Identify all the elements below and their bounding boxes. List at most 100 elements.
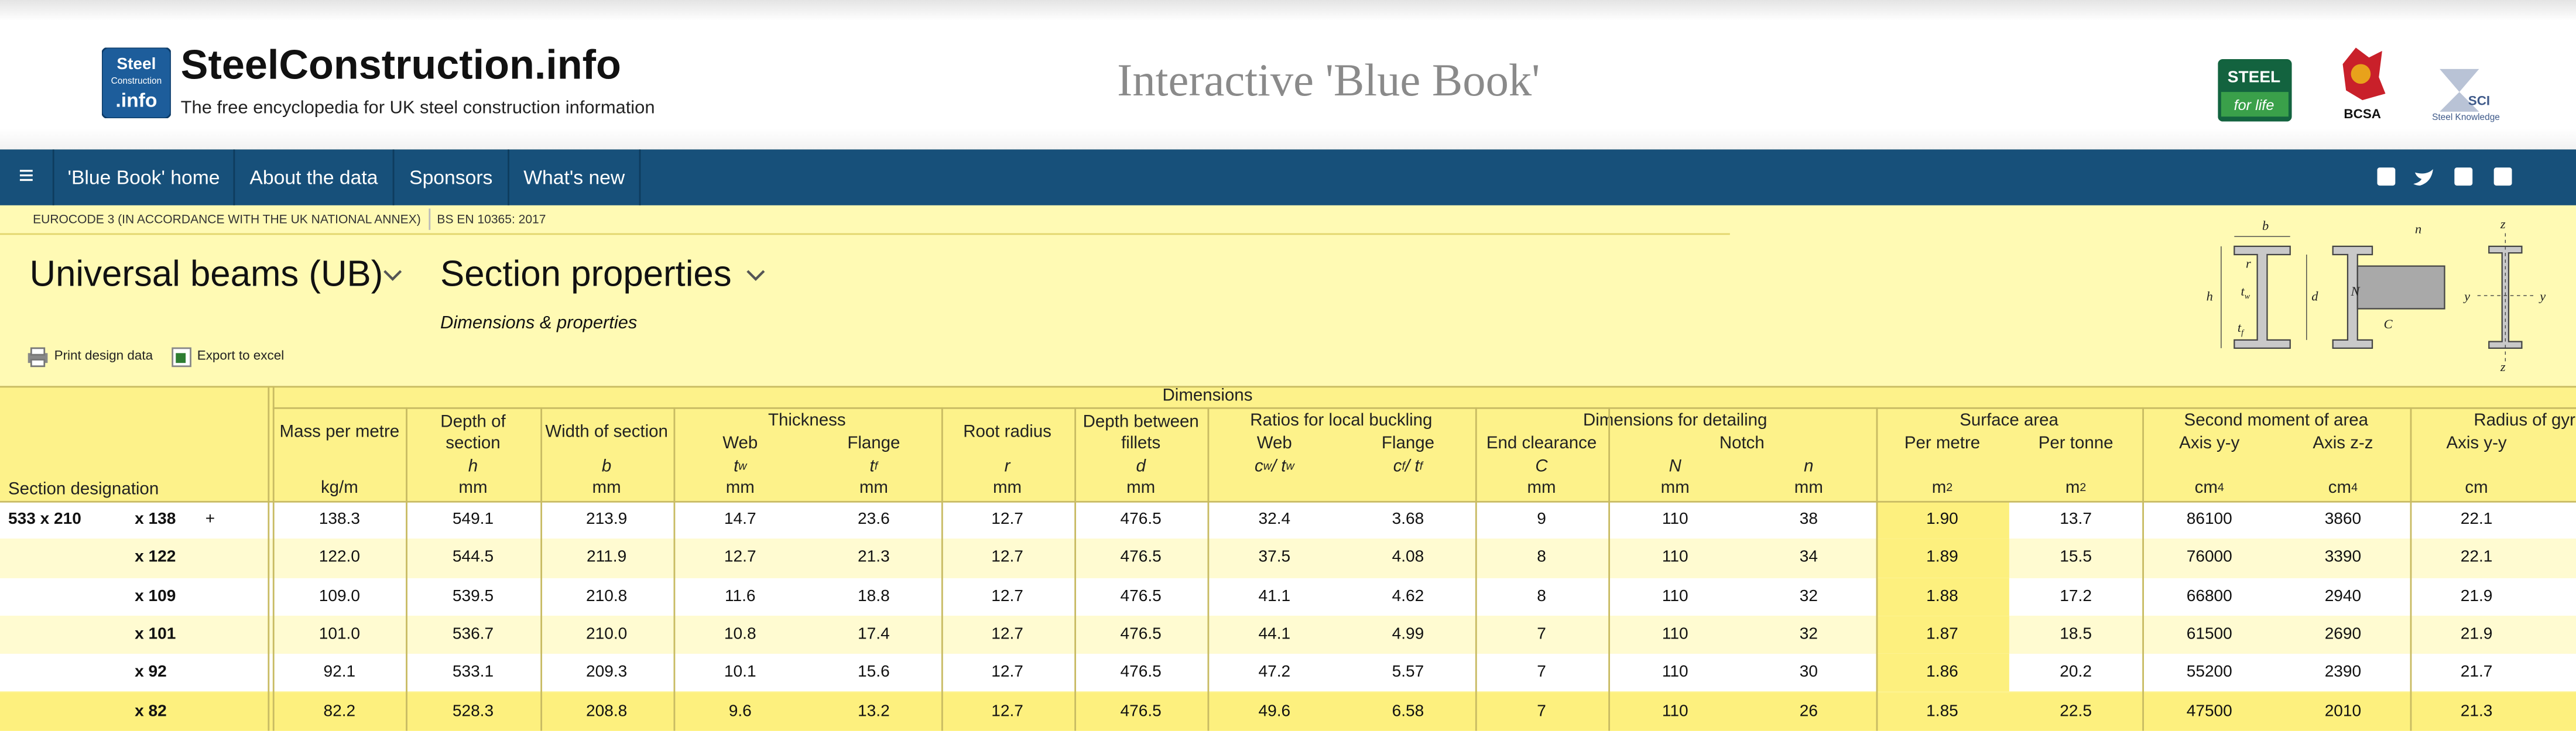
cell: 110 — [1662, 510, 1688, 529]
header-text: 2 — [1946, 482, 1953, 495]
column-symbol: n — [1742, 457, 1875, 478]
serial-size: 533 x 210 — [8, 510, 81, 529]
nav-bar: ≡ 'Blue Book' home About the data Sponso… — [0, 149, 2576, 205]
diagram-label: t — [2241, 284, 2245, 298]
cell: 9 — [1537, 510, 1546, 529]
cell: 37.5 — [1258, 549, 1291, 567]
header-text: mm — [859, 478, 888, 498]
cell: 1.89 — [1875, 539, 2009, 578]
group-header: Thickness — [768, 410, 846, 431]
rule — [2410, 407, 2411, 731]
cell: 17.2 — [2060, 587, 2092, 606]
header-text: h — [468, 457, 478, 476]
cell: 18.5 — [2060, 625, 2092, 644]
cell: 12.7 — [991, 664, 1023, 682]
diagram-label: b — [2262, 218, 2269, 233]
column-symbol: r — [941, 457, 1074, 478]
diagram-label: h — [2207, 289, 2213, 304]
cell: 22.5 — [2060, 702, 2092, 720]
youtube-icon[interactable] — [2493, 167, 2512, 186]
cell: 10.8 — [724, 625, 756, 644]
diagram-label: C — [2384, 317, 2393, 331]
cell: 18.8 — [858, 587, 890, 606]
header-text: c — [1254, 457, 1263, 476]
rule — [673, 407, 676, 731]
column-symbol: C — [1475, 457, 1608, 478]
nav-link[interactable]: 'Blue Book' home — [54, 149, 235, 205]
nav-link[interactable]: What's new — [509, 149, 641, 205]
cell: 1.90 — [1875, 500, 2009, 540]
header-text: mm — [592, 478, 621, 498]
column-header: Per tonne — [2038, 433, 2113, 454]
nav-link[interactable]: About the data — [235, 149, 395, 205]
logo-text: .info — [115, 90, 157, 111]
group-header: Dimensions — [1162, 386, 1253, 406]
header-text: N — [1669, 457, 1681, 476]
header-text: 4 — [2351, 482, 2358, 495]
header-text: 4 — [2217, 482, 2224, 495]
facebook-icon[interactable] — [2454, 167, 2473, 186]
column-header: Axis z-z — [2313, 433, 2373, 454]
property-set-select[interactable]: Section properties — [440, 253, 732, 294]
cell: 12.7 — [991, 702, 1023, 720]
column-unit: kg/m — [273, 478, 406, 499]
diagram-label: y — [2463, 289, 2470, 304]
linkedin-icon[interactable] — [2377, 167, 2396, 186]
diagram-label: tf — [2238, 320, 2245, 338]
cell: 1.88 — [1875, 577, 2009, 616]
cell: 210.8 — [585, 587, 628, 606]
rule — [2142, 407, 2145, 731]
cell: 21.9 — [2460, 625, 2493, 644]
cell: 32.4 — [1258, 510, 1291, 529]
sci-logo[interactable]: SCI Steel Knowledge — [2423, 63, 2509, 128]
rule — [940, 407, 943, 731]
cell: 21.3 — [858, 549, 890, 567]
cell: 34 — [1799, 549, 1818, 567]
header-text: n — [1804, 457, 1814, 476]
section-type-select[interactable]: Universal beams (UB) — [29, 253, 383, 294]
twitter-icon[interactable] — [2413, 169, 2433, 186]
cell: 210.0 — [585, 625, 628, 644]
steel-for-life-logo[interactable]: STEEL for life — [2218, 59, 2293, 122]
dropdown-arrow[interactable] — [744, 267, 767, 284]
cell: 9.6 — [728, 702, 752, 720]
excel-icon[interactable] — [171, 346, 192, 368]
bcsa-logo[interactable]: BCSA — [2333, 41, 2392, 123]
logo-text: Steel Knowledge — [2432, 112, 2500, 122]
cell: 12.7 — [991, 587, 1023, 606]
cell: 7 — [1537, 625, 1546, 644]
dropdown-arrow[interactable] — [381, 267, 404, 284]
nav-link[interactable]: Sponsors — [394, 149, 509, 205]
column-header: Flange — [1381, 433, 1435, 454]
menu-button[interactable]: ≡ — [0, 149, 54, 205]
rule — [0, 386, 2576, 388]
cell: 55200 — [2186, 664, 2232, 682]
cell: 3.68 — [1392, 510, 1424, 529]
export-button[interactable]: Export to excel — [197, 348, 285, 363]
diagram-label: r — [2246, 256, 2251, 270]
header-text: kg/m — [320, 478, 358, 498]
cell: 23.6 — [858, 510, 890, 529]
header-text: d — [1136, 457, 1146, 476]
subtitle: Dimensions & properties — [440, 313, 638, 334]
cell: 476.5 — [1120, 625, 1162, 644]
header-text: mm — [458, 478, 488, 498]
print-icon[interactable] — [26, 346, 49, 368]
column-header: Width of section — [545, 422, 668, 442]
diagram-label: n — [2415, 221, 2421, 236]
header-text: mm — [1527, 478, 1556, 498]
cell: 38 — [1799, 510, 1818, 529]
column-unit: mm — [406, 478, 540, 499]
table-row — [0, 654, 2576, 692]
cell: 13.7 — [2060, 510, 2092, 529]
print-button[interactable]: Print design data — [54, 348, 153, 363]
rule — [0, 500, 2576, 503]
cell: 4.08 — [1392, 549, 1424, 567]
cell: 476.5 — [1120, 510, 1162, 529]
column-unit: cm 4 — [2143, 478, 2276, 499]
expand-marker[interactable]: + — [205, 510, 215, 529]
